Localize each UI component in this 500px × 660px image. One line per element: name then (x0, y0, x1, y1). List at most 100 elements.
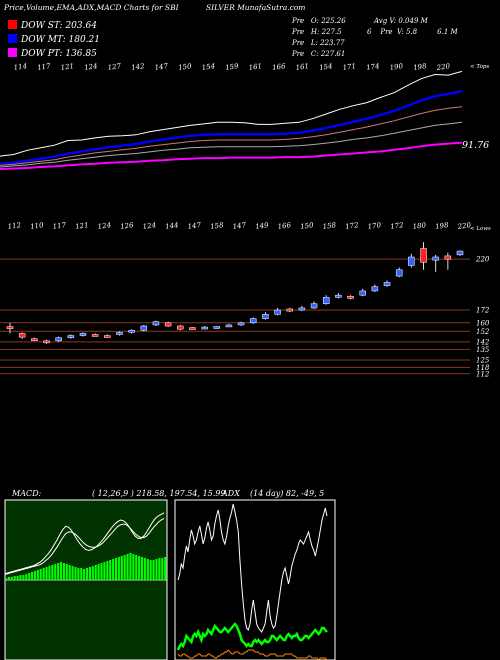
macd-histogram-bar (31, 572, 34, 580)
macd-histogram-bar (13, 576, 16, 580)
low-tick-label: 158 (322, 221, 337, 231)
low-tick-label: 150 (300, 221, 315, 231)
macd-histogram-bar (164, 557, 167, 580)
candle-body (444, 255, 452, 260)
dow-pt-swatch (8, 48, 17, 57)
candle-body (420, 248, 427, 263)
candle-body (67, 335, 75, 338)
candle-body (18, 333, 26, 338)
macd-signal-line (4, 517, 165, 575)
low-tick-label: 117 (52, 221, 67, 231)
adx-series-line (177, 503, 328, 633)
macd-histogram-bar (68, 565, 71, 580)
ema-value-label: 91.76 (462, 140, 489, 151)
dow-mt-legend: DOW MT: 180.21 (8, 34, 100, 45)
candle-body (286, 308, 293, 312)
candle-body (322, 297, 330, 304)
macd-histogram-bar (132, 554, 135, 580)
macd-histogram-bar (80, 568, 83, 580)
macd-histogram-bar (120, 556, 123, 580)
candle-body (274, 309, 281, 315)
macd-histogram-bar (71, 566, 74, 580)
candle-body (43, 340, 50, 344)
macd-histogram-bar (25, 574, 28, 580)
top-tick-label: 174 (366, 62, 380, 72)
macd-histogram-bar (10, 577, 13, 580)
macd-histogram-bar (103, 562, 106, 580)
chart-subtitle: SILVER MunafaSutra.com (206, 3, 306, 12)
top-tick-label: 166 (272, 62, 287, 72)
top-tick-label: 154 (201, 62, 215, 72)
ema-series-line (0, 90, 463, 165)
ohlc-close: Pre C: 227.61 (292, 50, 346, 58)
candle-body (310, 303, 318, 309)
low-tick-label: 149 (255, 221, 270, 231)
candle-body (201, 326, 208, 330)
dow-st-legend: DOW ST: 203.64 (8, 20, 97, 31)
ohlc-open: Pre O: 225.26 (292, 17, 346, 25)
macd-histogram-bar (129, 553, 132, 580)
top-tick-label: 159 (225, 62, 240, 72)
candle-body (359, 290, 366, 296)
candle-body (347, 296, 354, 299)
macd-histogram-bar (158, 558, 161, 580)
candle-body (152, 321, 160, 326)
top-tick-label: 142 (131, 62, 146, 72)
candle-body (249, 318, 257, 324)
top-tick-label: 150 (178, 62, 193, 72)
candle-body (177, 325, 184, 330)
volume-row: 6 Pre V: 5.8 6.1 M (367, 28, 458, 36)
candle-body (432, 256, 439, 261)
top-tick-label: 121 (60, 62, 74, 72)
macd-histogram-bar (39, 569, 42, 580)
top-tick-label: 190 (389, 62, 404, 72)
top-tick-label: 198 (413, 62, 428, 72)
candle-body (55, 337, 62, 342)
macd-histogram-bar (86, 568, 89, 580)
price-level-label: 142 (476, 338, 490, 346)
low-tick-label: 172 (390, 221, 405, 231)
candle-body (164, 322, 172, 327)
ema-series-line (0, 106, 463, 166)
low-tick-label: 112 (7, 221, 22, 231)
low-tick-label: 198 (435, 221, 450, 231)
candle-body (104, 335, 111, 338)
lows-axis-label: < Lows (470, 226, 491, 232)
top-tick-label: 161 (295, 62, 309, 72)
macd-histogram-bar (54, 564, 57, 580)
macd-histogram-bar (65, 564, 68, 580)
macd-histogram-bar (19, 575, 22, 580)
low-tick-label: 144 (165, 221, 179, 231)
macd-histogram-bar (100, 563, 103, 580)
top-tick-label: 117 (37, 62, 52, 72)
macd-histogram-bar (83, 569, 86, 580)
price-level-label: 118 (476, 364, 490, 372)
candle-body (31, 338, 38, 341)
low-tick-label: 124 (142, 221, 156, 231)
macd-histogram-bar (97, 564, 100, 580)
macd-histogram-bar (36, 570, 39, 580)
candle-body (298, 307, 306, 311)
macd-histogram-bar (114, 558, 118, 580)
macd-histogram-bar (117, 557, 120, 580)
candle-body (128, 329, 135, 333)
macd-histogram-bar (109, 560, 112, 580)
macd-params: ( 12,26,9 ) 218.58, 197.54, 15.99 (92, 489, 226, 498)
macd-histogram-bar (62, 563, 65, 580)
macd-histogram-bar (126, 554, 129, 580)
macd-histogram-bar (91, 566, 94, 580)
low-tick-label: 124 (97, 221, 111, 231)
dow-mt-swatch (8, 34, 17, 43)
price-level-label: 135 (476, 346, 490, 354)
macd-histogram-bar (45, 567, 48, 580)
tops-axis-label: < Tops (470, 64, 489, 70)
macd-histogram-bar (51, 565, 54, 580)
macd-histogram-bar (161, 558, 164, 580)
adx-panel (174, 499, 336, 660)
low-tick-label: 170 (367, 221, 382, 231)
candle-body (91, 334, 99, 337)
low-tick-label: 126 (120, 221, 135, 231)
candle-body (6, 326, 14, 329)
macd-histogram-bar (106, 561, 109, 580)
price-level-label: 152 (476, 328, 490, 336)
